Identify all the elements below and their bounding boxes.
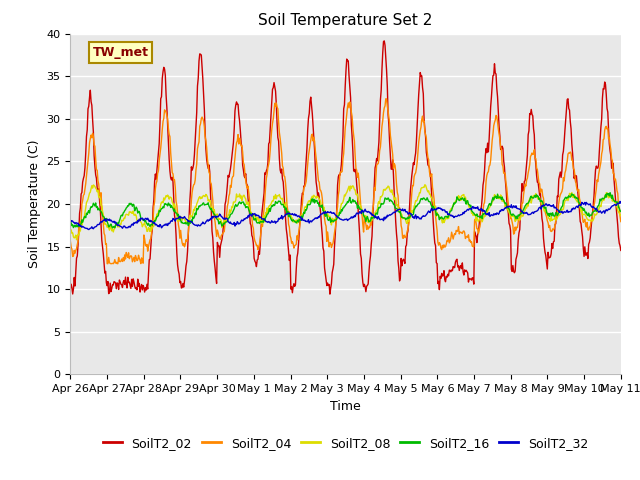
SoilT2_32 bbox=[429, 207, 437, 213]
SoilT2_16 bbox=[134, 210, 141, 216]
Legend: SoilT2_02, SoilT2_04, SoilT2_08, SoilT2_16, SoilT2_32: SoilT2_02, SoilT2_04, SoilT2_08, SoilT2_… bbox=[98, 432, 593, 455]
SoilT2_08 bbox=[421, 182, 429, 188]
Title: Soil Temperature Set 2: Soil Temperature Set 2 bbox=[259, 13, 433, 28]
Line: SoilT2_32: SoilT2_32 bbox=[70, 202, 621, 229]
SoilT2_02 bbox=[218, 237, 226, 242]
Line: SoilT2_04: SoilT2_04 bbox=[70, 99, 621, 264]
SoilT2_16 bbox=[190, 216, 198, 221]
SoilT2_16 bbox=[606, 190, 614, 195]
SoilT2_32 bbox=[219, 215, 227, 221]
SoilT2_16 bbox=[219, 222, 227, 228]
SoilT2_08 bbox=[413, 197, 421, 203]
SoilT2_16 bbox=[109, 225, 116, 231]
X-axis label: Time: Time bbox=[330, 400, 361, 413]
Line: SoilT2_08: SoilT2_08 bbox=[70, 185, 621, 240]
SoilT2_02 bbox=[414, 107, 422, 112]
SoilT2_08 bbox=[430, 206, 438, 212]
SoilT2_32 bbox=[134, 217, 141, 223]
SoilT2_32 bbox=[413, 214, 421, 219]
SoilT2_02 bbox=[430, 231, 438, 237]
SoilT2_32 bbox=[617, 200, 625, 206]
Line: SoilT2_02: SoilT2_02 bbox=[70, 41, 621, 294]
SoilT2_02 bbox=[617, 248, 625, 253]
SoilT2_16 bbox=[413, 203, 421, 208]
SoilT2_04 bbox=[382, 96, 390, 102]
SoilT2_16 bbox=[67, 222, 74, 228]
SoilT2_08 bbox=[190, 206, 198, 212]
SoilT2_02 bbox=[326, 291, 333, 297]
SoilT2_04 bbox=[617, 219, 625, 225]
SoilT2_08 bbox=[67, 228, 74, 233]
SoilT2_04 bbox=[430, 196, 438, 202]
SoilT2_02 bbox=[133, 287, 141, 293]
SoilT2_04 bbox=[77, 219, 84, 225]
SoilT2_02 bbox=[67, 285, 74, 291]
SoilT2_04 bbox=[103, 261, 111, 266]
SoilT2_08 bbox=[219, 220, 227, 226]
SoilT2_04 bbox=[134, 257, 141, 263]
SoilT2_04 bbox=[414, 149, 422, 155]
SoilT2_32 bbox=[190, 221, 198, 227]
SoilT2_32 bbox=[85, 227, 93, 232]
SoilT2_04 bbox=[67, 239, 74, 244]
Text: TW_met: TW_met bbox=[92, 46, 148, 59]
SoilT2_32 bbox=[77, 224, 84, 229]
SoilT2_04 bbox=[190, 182, 198, 188]
Y-axis label: Soil Temperature (C): Soil Temperature (C) bbox=[28, 140, 41, 268]
SoilT2_16 bbox=[429, 204, 437, 209]
SoilT2_32 bbox=[616, 199, 624, 204]
SoilT2_16 bbox=[77, 222, 84, 228]
SoilT2_16 bbox=[617, 208, 625, 214]
SoilT2_08 bbox=[73, 237, 81, 242]
SoilT2_02 bbox=[189, 165, 196, 171]
SoilT2_02 bbox=[380, 38, 388, 44]
SoilT2_08 bbox=[77, 221, 85, 227]
SoilT2_32 bbox=[67, 217, 74, 223]
SoilT2_04 bbox=[219, 230, 227, 236]
SoilT2_02 bbox=[77, 205, 84, 211]
Line: SoilT2_16: SoilT2_16 bbox=[70, 192, 621, 228]
SoilT2_08 bbox=[617, 212, 625, 218]
SoilT2_08 bbox=[134, 218, 141, 224]
